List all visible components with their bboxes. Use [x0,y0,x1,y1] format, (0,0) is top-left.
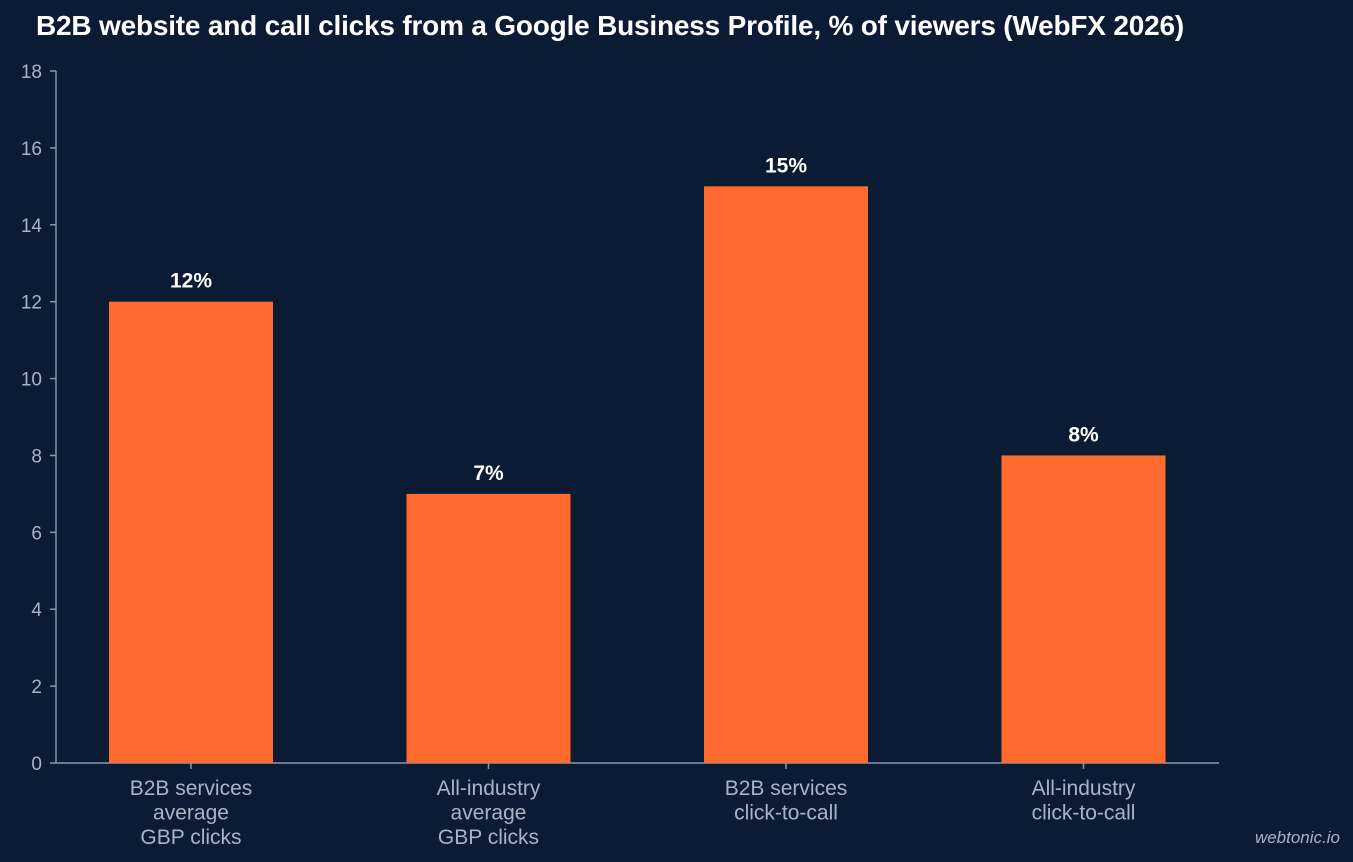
y-tick-label: 10 [21,370,42,391]
y-tick-label: 4 [31,600,42,621]
category-label-line: GBP clicks [438,826,539,849]
category-label-line: average [153,802,229,825]
y-tick-label: 16 [21,139,42,160]
y-tick-label: 8 [31,446,42,467]
category-label: All-industry click-to-call [1032,777,1136,825]
y-tick-label: 12 [21,293,42,314]
chart-bars [109,186,1166,764]
category-label-line: click-to-call [1032,802,1136,825]
category-label-line: average [451,802,527,825]
category-label-line: B2B services [725,777,848,800]
category-label: B2B services average GBP clicks [130,777,253,849]
category-label-line: All-industry [437,777,541,800]
bar [406,493,571,763]
chart-labels: 12%B2B services average GBP clicks7%All-in… [130,154,1136,849]
data-label: 8% [1068,423,1099,446]
y-tick-label: 18 [21,62,42,83]
y-tick-label: 2 [31,677,42,698]
chart-title: B2B website and call clicks from a Googl… [36,10,1184,41]
y-tick-label: 14 [21,216,43,237]
data-label: 15% [765,154,807,177]
bar [1001,455,1166,763]
bar [109,301,273,763]
bar [704,186,868,764]
category-label-line: GBP clicks [140,826,241,849]
category-label: All-industry average GBP clicks [437,777,541,849]
category-label-line: click-to-call [734,802,838,825]
data-label: 7% [473,462,504,485]
category-label-line: All-industry [1032,777,1136,800]
watermark: webtonic.io [1254,828,1340,847]
category-label: B2B services click-to-call [725,777,848,825]
y-tick-label: 0 [31,754,42,775]
y-tick-label: 6 [31,523,42,544]
category-label-line: B2B services [130,777,253,800]
data-label: 12% [170,270,212,293]
